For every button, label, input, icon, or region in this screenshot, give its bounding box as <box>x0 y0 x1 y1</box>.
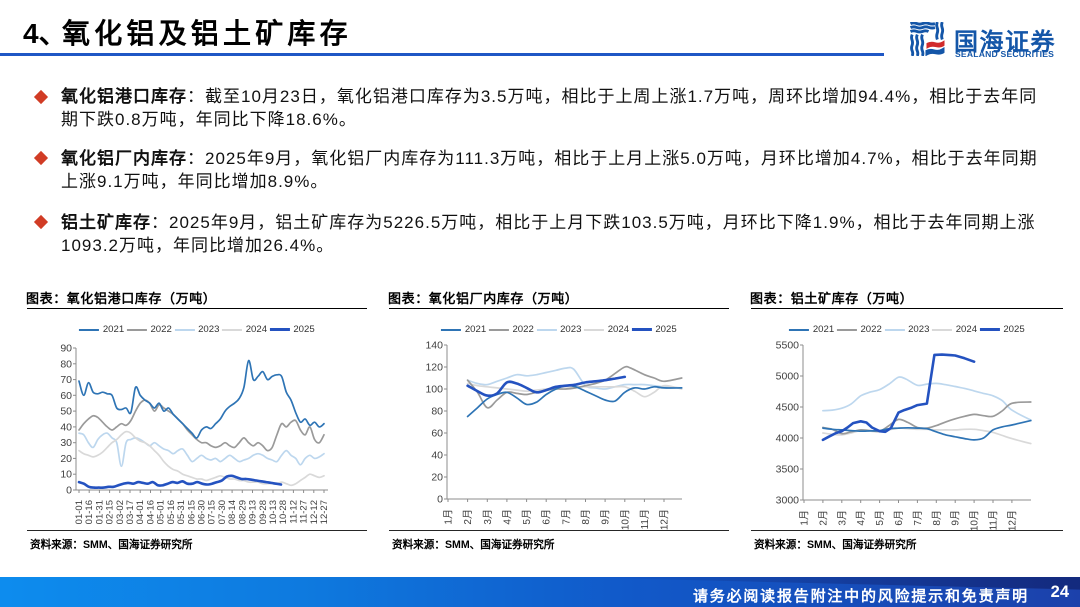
svg-text:10月: 10月 <box>619 509 631 530</box>
svg-text:7月: 7月 <box>912 510 924 526</box>
svg-text:01-31: 01-31 <box>94 500 105 524</box>
svg-text:9月: 9月 <box>600 509 612 525</box>
svg-text:12月: 12月 <box>1006 510 1018 531</box>
svg-text:4月: 4月 <box>855 510 867 526</box>
svg-text:0: 0 <box>437 494 443 506</box>
svg-text:03-02: 03-02 <box>115 500 126 524</box>
svg-text:12-27: 12-27 <box>319 500 330 524</box>
svg-text:5月: 5月 <box>874 510 886 526</box>
svg-text:3月: 3月 <box>836 510 848 526</box>
svg-text:60: 60 <box>431 428 443 440</box>
svg-text:08-29: 08-29 <box>237 500 248 524</box>
svg-text:01-16: 01-16 <box>84 500 95 524</box>
svg-text:10-28: 10-28 <box>278 500 289 524</box>
svg-text:5月: 5月 <box>521 509 533 525</box>
svg-text:12-12: 12-12 <box>309 500 320 524</box>
svg-text:70: 70 <box>60 374 72 386</box>
svg-text:02-15: 02-15 <box>105 500 116 524</box>
svg-text:90: 90 <box>60 343 72 355</box>
svg-text:40: 40 <box>431 450 443 462</box>
svg-text:04-16: 04-16 <box>146 500 157 524</box>
svg-text:5500: 5500 <box>776 340 800 352</box>
svg-text:8月: 8月 <box>931 510 943 526</box>
svg-text:3月: 3月 <box>482 509 494 525</box>
svg-text:9月: 9月 <box>950 510 962 526</box>
svg-text:1月: 1月 <box>443 509 455 525</box>
svg-text:10-13: 10-13 <box>268 500 279 524</box>
svg-text:11月: 11月 <box>988 510 1000 530</box>
svg-text:05-01: 05-01 <box>156 500 167 524</box>
svg-text:03-17: 03-17 <box>125 500 136 524</box>
svg-text:3500: 3500 <box>776 464 800 476</box>
svg-text:5000: 5000 <box>776 371 800 383</box>
svg-text:100: 100 <box>425 384 443 396</box>
svg-text:140: 140 <box>425 340 443 352</box>
svg-text:07-30: 07-30 <box>217 500 228 524</box>
svg-text:4000: 4000 <box>776 433 800 445</box>
svg-text:20: 20 <box>431 472 443 484</box>
svg-text:06-15: 06-15 <box>186 500 197 524</box>
svg-text:8月: 8月 <box>580 509 592 525</box>
svg-text:12月: 12月 <box>659 509 671 530</box>
svg-text:6月: 6月 <box>893 510 905 526</box>
svg-text:2月: 2月 <box>817 510 829 526</box>
svg-text:09-28: 09-28 <box>258 500 269 524</box>
svg-text:7月: 7月 <box>560 509 572 525</box>
svg-text:0: 0 <box>66 485 72 497</box>
svg-text:20: 20 <box>60 453 72 465</box>
svg-text:120: 120 <box>425 362 443 374</box>
svg-text:01-01: 01-01 <box>74 500 85 524</box>
svg-text:3000: 3000 <box>776 495 800 507</box>
svg-text:40: 40 <box>60 421 72 433</box>
svg-text:6月: 6月 <box>541 509 553 525</box>
svg-text:1月: 1月 <box>799 510 811 526</box>
svg-text:10月: 10月 <box>969 510 981 531</box>
svg-text:11月: 11月 <box>639 509 651 529</box>
svg-text:10: 10 <box>60 469 72 481</box>
svg-text:80: 80 <box>431 406 443 418</box>
svg-text:11-12: 11-12 <box>288 500 299 524</box>
svg-text:07-15: 07-15 <box>207 500 218 524</box>
svg-text:4月: 4月 <box>501 509 513 525</box>
svg-text:08-14: 08-14 <box>227 500 238 524</box>
svg-text:06-30: 06-30 <box>197 500 208 524</box>
svg-text:50: 50 <box>60 406 72 418</box>
svg-text:05-16: 05-16 <box>166 500 177 524</box>
svg-text:4500: 4500 <box>776 402 800 414</box>
svg-text:09-13: 09-13 <box>248 500 259 524</box>
svg-text:80: 80 <box>60 358 72 370</box>
svg-text:05-31: 05-31 <box>176 500 187 524</box>
svg-text:11-27: 11-27 <box>299 500 310 524</box>
svg-text:60: 60 <box>60 390 72 402</box>
svg-text:2月: 2月 <box>462 509 474 525</box>
svg-text:04-01: 04-01 <box>135 500 146 524</box>
svg-text:30: 30 <box>60 437 72 449</box>
